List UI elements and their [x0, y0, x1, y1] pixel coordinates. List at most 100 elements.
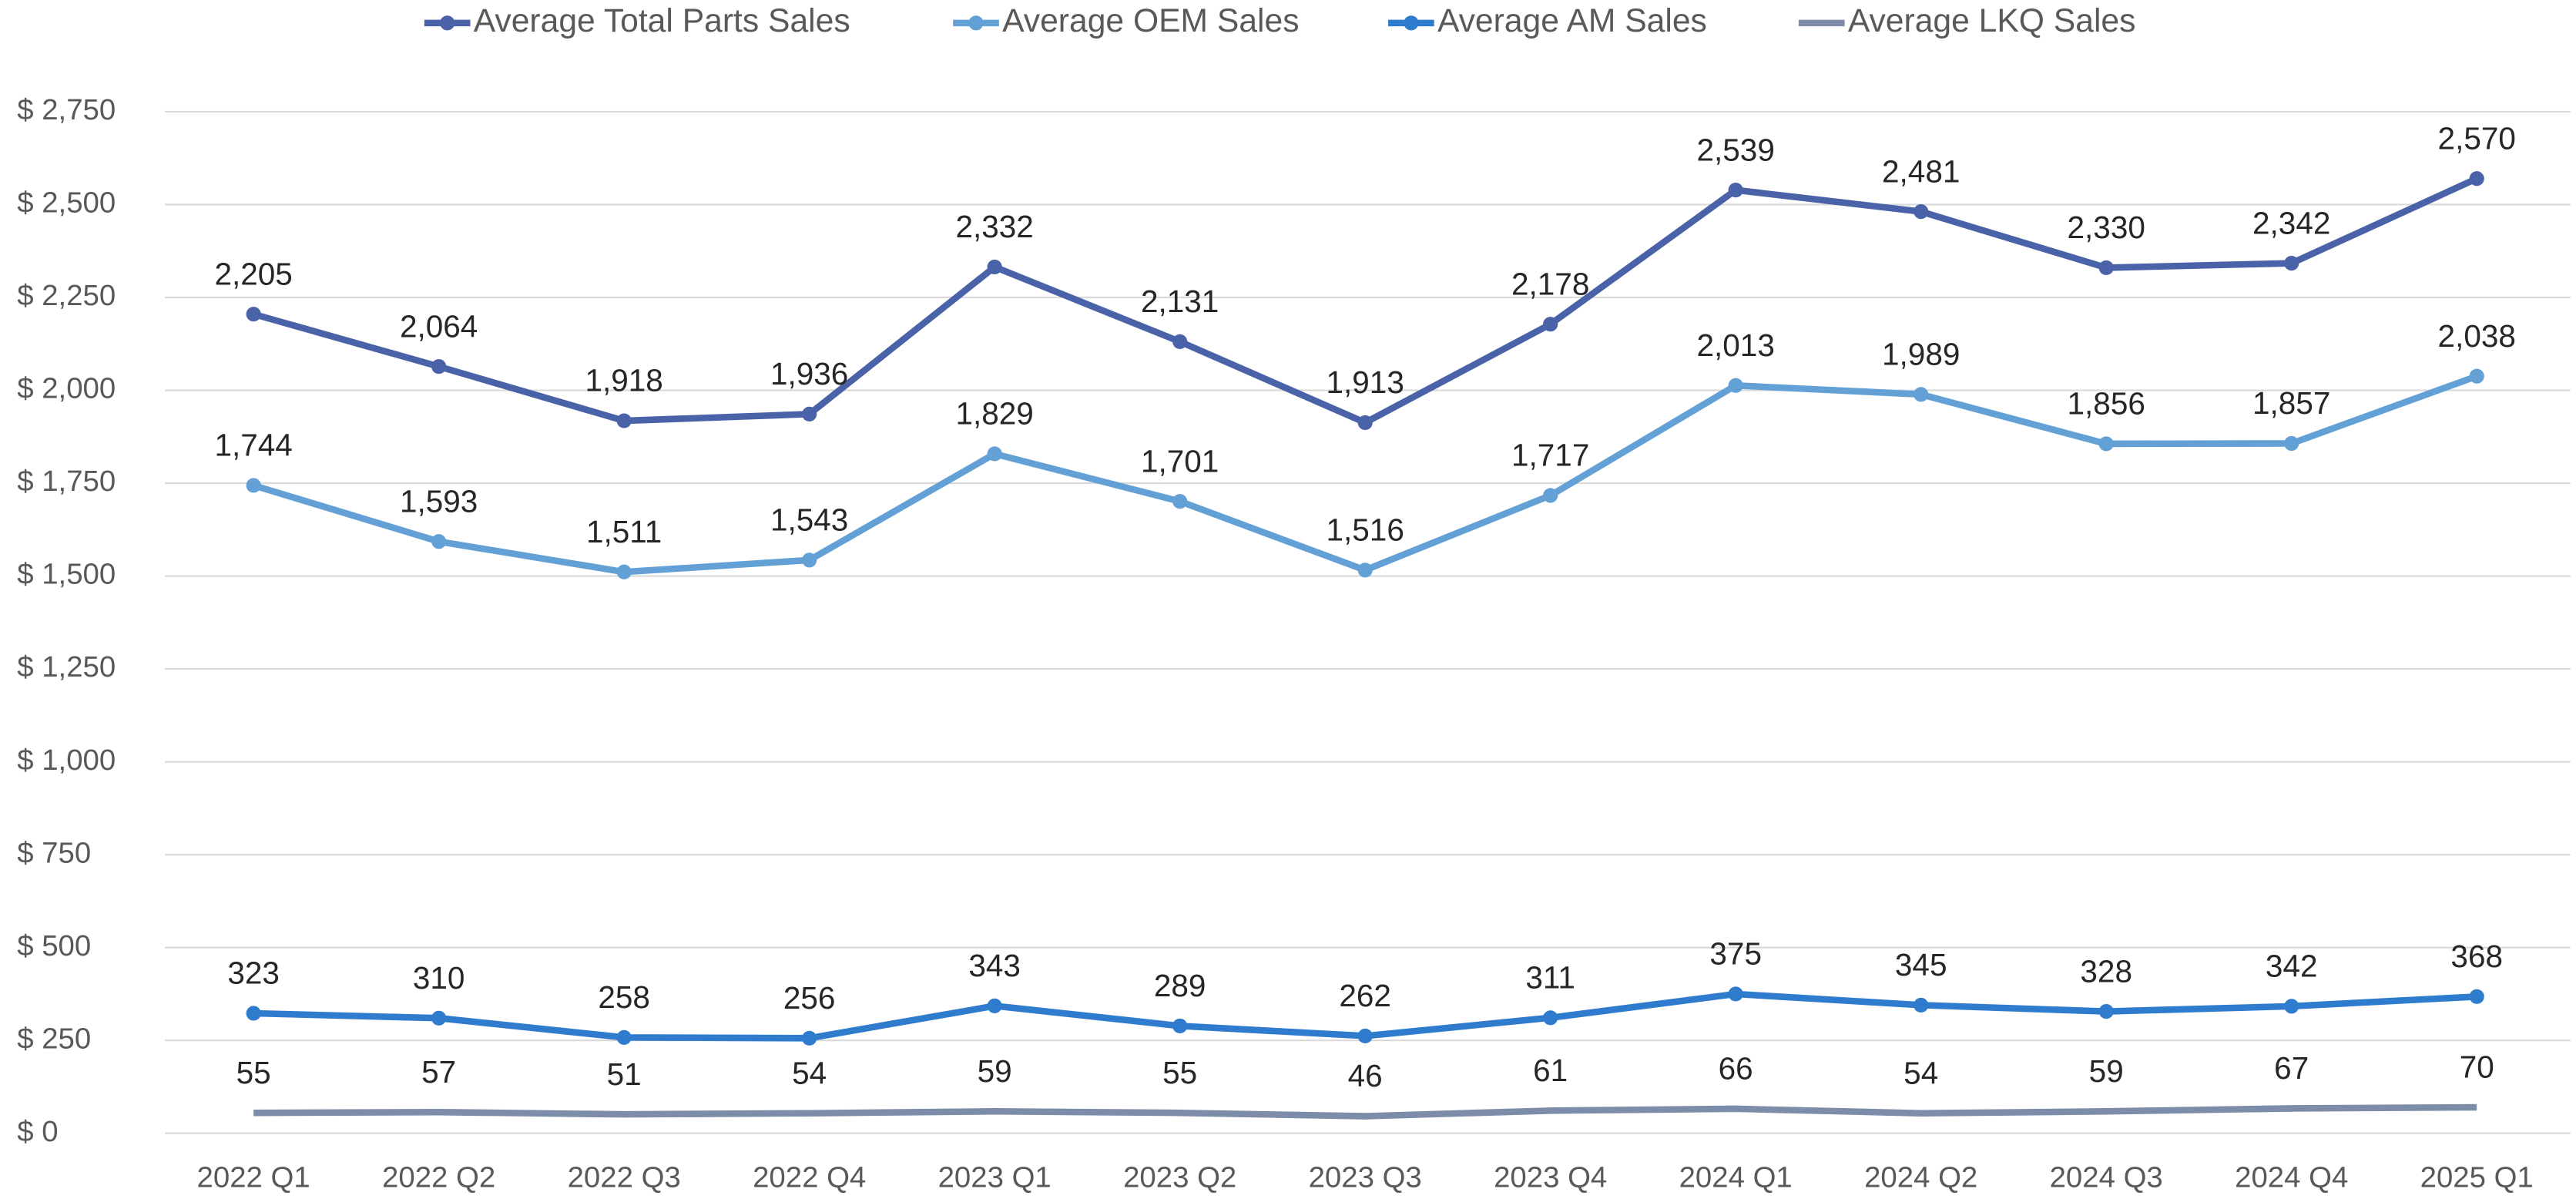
y-tick-label: $ 500 — [17, 929, 91, 962]
data-label: 2,013 — [1697, 327, 1775, 363]
data-label: 57 — [421, 1054, 456, 1090]
y-tick-label: $ 2,250 — [17, 279, 116, 312]
data-point — [2098, 436, 2114, 452]
data-label: 2,539 — [1697, 132, 1775, 167]
x-tick-label: 2023 Q1 — [938, 1161, 1052, 1194]
data-point — [431, 534, 447, 549]
x-tick-label: 2023 Q4 — [1494, 1161, 1607, 1194]
legend-marker — [968, 15, 984, 31]
data-label: 61 — [1533, 1053, 1568, 1088]
data-point — [1914, 387, 1929, 402]
data-label: 46 — [1348, 1058, 1383, 1093]
x-tick-label: 2022 Q1 — [197, 1161, 310, 1194]
legend-label: Average AM Sales — [1437, 2, 1707, 39]
data-point — [802, 1030, 817, 1046]
y-tick-label: $ 1,250 — [17, 650, 116, 683]
data-point — [1357, 1028, 1373, 1044]
data-label: 59 — [2089, 1053, 2124, 1089]
x-tick-label: 2024 Q2 — [1864, 1161, 1977, 1194]
data-label: 2,570 — [2438, 120, 2516, 156]
data-label: 1,857 — [2252, 385, 2330, 421]
data-label: 67 — [2274, 1050, 2309, 1086]
data-label: 2,064 — [400, 308, 478, 344]
data-point — [246, 478, 261, 493]
data-label: 1,936 — [770, 356, 848, 391]
x-tick-label: 2024 Q4 — [2235, 1161, 2348, 1194]
data-point — [987, 446, 1002, 462]
data-point — [987, 998, 1002, 1013]
data-label: 55 — [236, 1055, 271, 1090]
data-label: 54 — [1903, 1055, 1938, 1090]
x-tick-label: 2022 Q2 — [382, 1161, 495, 1194]
data-label: 262 — [1339, 978, 1391, 1013]
data-label: 1,829 — [956, 396, 1034, 432]
data-point — [2098, 260, 2114, 276]
data-point — [246, 307, 261, 322]
legend-label: Average Total Parts Sales — [474, 2, 850, 39]
data-label: 323 — [227, 956, 280, 991]
x-tick-label: 2025 Q1 — [2420, 1161, 2534, 1194]
data-label: 343 — [968, 948, 1021, 983]
x-tick-label: 2022 Q3 — [568, 1161, 681, 1194]
data-point — [1543, 488, 1558, 503]
y-tick-label: $ 1,000 — [17, 744, 116, 777]
legend-label: Average OEM Sales — [1002, 2, 1299, 39]
data-label: 2,178 — [1511, 266, 1589, 301]
data-point — [1728, 986, 1743, 1002]
y-tick-label: $ 0 — [17, 1115, 58, 1148]
data-label: 2,481 — [1882, 153, 1960, 189]
y-tick-label: $ 1,500 — [17, 558, 116, 591]
data-point — [431, 359, 447, 374]
data-label: 1,717 — [1511, 438, 1589, 473]
data-label: 1,989 — [1882, 337, 1960, 372]
data-label: 375 — [1709, 936, 1762, 972]
x-tick-label: 2023 Q3 — [1309, 1161, 1422, 1194]
data-label: 55 — [1162, 1055, 1197, 1090]
data-point — [1914, 204, 1929, 220]
y-tick-label: $ 2,750 — [17, 93, 116, 126]
data-label: 1,543 — [770, 502, 848, 538]
data-label: 1,856 — [2068, 386, 2145, 421]
x-tick-label: 2024 Q1 — [1679, 1161, 1793, 1194]
data-label: 1,913 — [1327, 364, 1404, 400]
data-point — [2469, 989, 2484, 1004]
data-label: 70 — [2460, 1050, 2494, 1085]
data-label: 1,516 — [1327, 512, 1404, 548]
data-label: 1,744 — [214, 428, 292, 463]
data-point — [2284, 999, 2299, 1014]
data-point — [2098, 1004, 2114, 1019]
y-tick-label: $ 1,750 — [17, 465, 116, 498]
data-point — [246, 1006, 261, 1021]
data-label: 66 — [1719, 1051, 1753, 1086]
data-label: 310 — [413, 960, 465, 996]
data-label: 342 — [2266, 949, 2318, 984]
data-label: 345 — [1895, 947, 1947, 982]
data-label: 1,593 — [400, 483, 478, 519]
data-point — [1172, 1018, 1188, 1034]
data-label: 2,038 — [2438, 318, 2516, 354]
data-point — [1543, 317, 1558, 332]
y-tick-label: $ 2,000 — [17, 372, 116, 405]
x-tick-label: 2022 Q4 — [753, 1161, 866, 1194]
legend-marker — [440, 15, 455, 31]
data-point — [431, 1010, 447, 1026]
data-label: 368 — [2450, 939, 2503, 974]
x-tick-label: 2024 Q3 — [2050, 1161, 2163, 1194]
data-point — [616, 1029, 632, 1045]
y-tick-label: $ 750 — [17, 836, 91, 869]
data-point — [616, 564, 632, 579]
data-label: 2,342 — [2252, 205, 2330, 240]
data-point — [616, 413, 632, 428]
data-point — [2469, 171, 2484, 186]
data-label: 328 — [2080, 953, 2132, 989]
data-point — [1172, 494, 1188, 509]
data-label: 256 — [783, 980, 836, 1016]
x-tick-label: 2023 Q2 — [1123, 1161, 1236, 1194]
data-label: 59 — [978, 1053, 1012, 1089]
legend-marker — [1404, 15, 1419, 31]
data-label: 2,330 — [2068, 210, 2145, 245]
data-label: 1,511 — [586, 514, 662, 549]
data-point — [2284, 435, 2299, 452]
data-label: 2,205 — [214, 256, 292, 291]
